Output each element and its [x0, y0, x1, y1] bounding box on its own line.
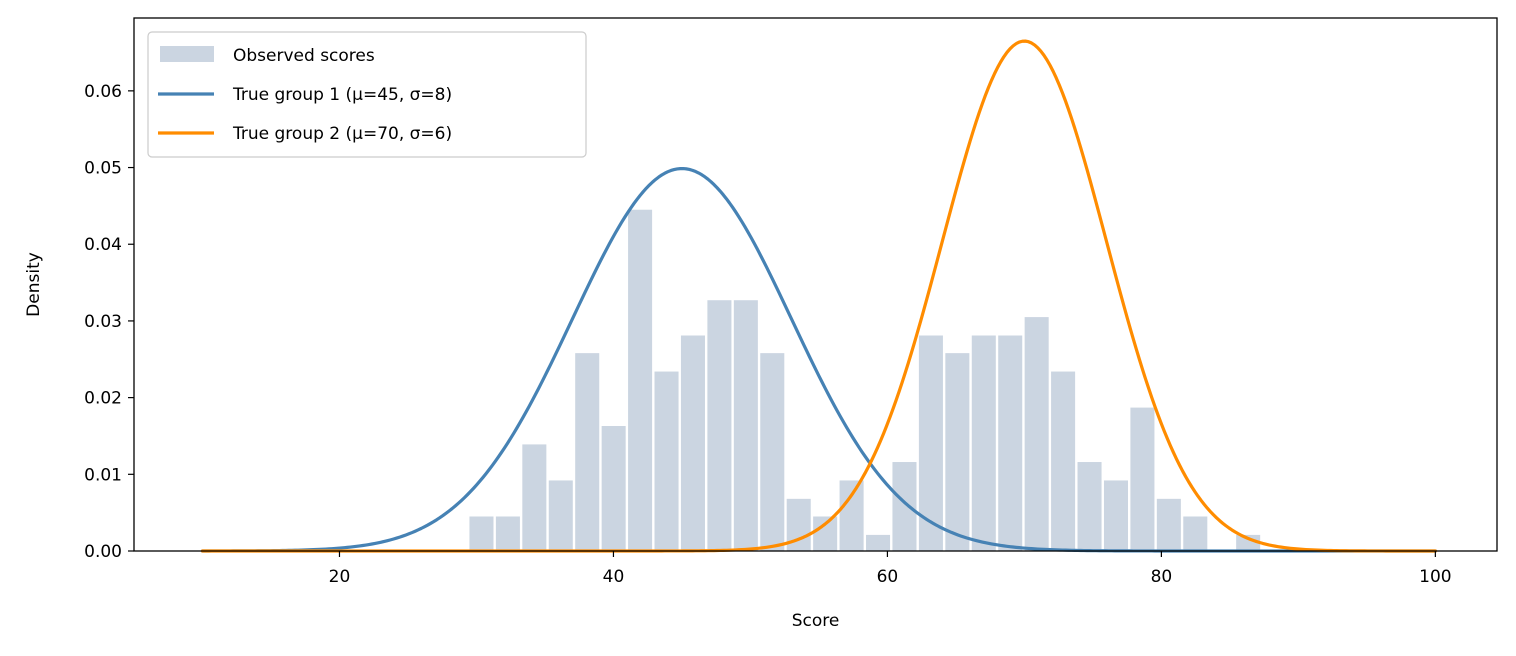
x-tick-label: 60 [877, 567, 899, 587]
histogram-bar [1077, 462, 1102, 551]
legend: Observed scores True group 1 (μ=45, σ=8)… [147, 31, 587, 158]
histogram-bar [1183, 516, 1208, 551]
x-axis-ticks: 20 40 60 80 100 [329, 551, 1452, 587]
y-tick-label: 0.06 [84, 82, 122, 102]
x-tick-label: 100 [1419, 567, 1451, 587]
y-tick-label: 0.05 [84, 159, 122, 179]
histogram-bar [813, 516, 838, 551]
legend-swatch-observed [160, 46, 214, 62]
histogram-bar [628, 209, 653, 551]
histogram-bar [760, 353, 785, 551]
x-tick-label: 40 [603, 567, 625, 587]
y-tick-label: 0.01 [84, 465, 122, 485]
y-tick-label: 0.04 [84, 235, 122, 255]
histogram-bar [733, 300, 758, 551]
histogram-bar [707, 300, 732, 551]
y-tick-label: 0.03 [84, 312, 122, 332]
legend-label-observed: Observed scores [233, 46, 375, 66]
legend-label-group-2: True group 2 (μ=70, σ=6) [232, 124, 452, 144]
plot-frame [133, 17, 1498, 552]
y-axis-label: Density [24, 252, 44, 317]
histogram-bar [601, 425, 626, 551]
y-axis-ticks: 0.00 0.01 0.02 0.03 0.04 0.05 0.06 [84, 82, 134, 562]
histogram-bar [548, 480, 573, 551]
density-curve-group-1 [200, 166, 1437, 553]
x-axis-label: Score [792, 611, 840, 631]
histogram-bar [1024, 317, 1049, 551]
y-tick-label: 0.02 [84, 389, 122, 409]
legend-label-group-1: True group 1 (μ=45, σ=8) [232, 85, 452, 105]
histogram-bar [654, 371, 679, 551]
histogram-bar [918, 335, 943, 551]
histogram-bar [1051, 371, 1076, 551]
histogram-bar [495, 516, 520, 551]
legend-box [147, 31, 587, 158]
histogram-bar [945, 353, 970, 551]
histogram-bar [1130, 407, 1155, 551]
histogram-bar [680, 335, 705, 551]
histogram-bar [1236, 534, 1261, 551]
histogram-bar [522, 444, 547, 551]
histogram-bar [1156, 498, 1181, 551]
histogram-bar [469, 516, 494, 551]
histogram-bars [469, 209, 1261, 551]
histogram-bar [575, 353, 600, 551]
x-tick-label: 80 [1151, 567, 1173, 587]
histogram-bar [839, 480, 864, 551]
histogram-bar [892, 462, 917, 551]
histogram-bar [971, 335, 996, 551]
histogram-bar [998, 335, 1023, 551]
histogram-bar [866, 534, 891, 551]
y-tick-label: 0.00 [84, 542, 122, 562]
histogram-bar [1103, 480, 1128, 551]
x-tick-label: 20 [329, 567, 351, 587]
